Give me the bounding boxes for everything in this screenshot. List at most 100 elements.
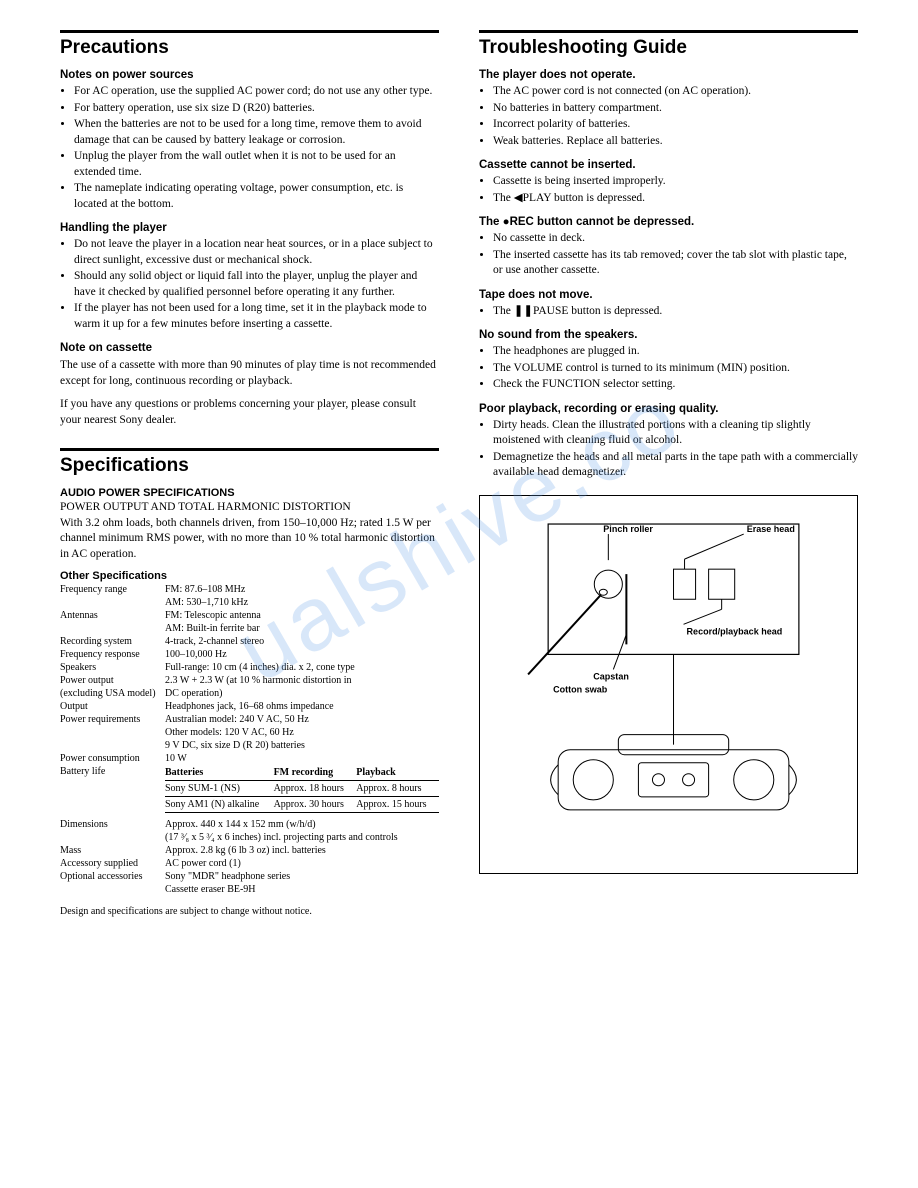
list-item: The inserted cassette has its tab remove…	[493, 248, 858, 279]
spec-row: DimensionsApprox. 440 x 144 x 152 mm (w/…	[60, 818, 439, 831]
table-cell: Approx. 30 hours	[274, 797, 357, 813]
capstan-label: Capstan	[593, 671, 629, 681]
tape-head: Tape does not move.	[479, 289, 858, 301]
spec-row: Frequency response100–10,000 Hz	[60, 648, 439, 661]
table-cell: Approx. 8 hours	[356, 781, 439, 797]
cassette-head: Note on cassette	[60, 342, 439, 354]
power-sources-list: For AC operation, use the supplied AC po…	[60, 84, 439, 212]
spec-value: 100–10,000 Hz	[165, 648, 439, 661]
diagram-container: Pinch roller Capstan Erase head Record/p…	[479, 495, 858, 874]
spec-label: Frequency range	[60, 583, 165, 596]
spec-row: AntennasFM: Telescopic antenna	[60, 609, 439, 622]
spec-label: Speakers	[60, 661, 165, 674]
list-item: For AC operation, use the supplied AC po…	[74, 84, 439, 100]
list-item: The ❚❚PAUSE button is depressed.	[493, 304, 858, 320]
left-column: Precautions Notes on power sources For A…	[60, 30, 439, 927]
spec-row: MassApprox. 2.8 kg (6 lb 3 oz) incl. bat…	[60, 844, 439, 857]
spec-rows: Frequency rangeFM: 87.6–108 MHzAM: 530–1…	[60, 583, 439, 765]
table-header: Batteries	[165, 765, 274, 781]
spec-label: Power requirements	[60, 713, 165, 726]
spec-row: AM: 530–1,710 kHz	[60, 596, 439, 609]
spec-value: FM: Telescopic antenna	[165, 609, 439, 622]
spec-row: (17 ³⁄₈ x 5 ³⁄₄ x 6 inches) incl. projec…	[60, 831, 439, 844]
table-row: Sony SUM-1 (NS) Approx. 18 hours Approx.…	[165, 781, 439, 797]
rec-list: No cassette in deck. The inserted casset…	[479, 231, 858, 279]
manual-page: ualshive.co Precautions Notes on power s…	[0, 0, 918, 1188]
battery-life-label: Battery life	[60, 765, 165, 814]
table-row: Sony AM1 (N) alkaline Approx. 30 hours A…	[165, 797, 439, 813]
spec-value: Australian model: 240 V AC, 50 Hz	[165, 713, 439, 726]
list-item: Demagnetize the heads and all metal part…	[493, 450, 858, 481]
rec-head: The ●REC button cannot be depressed.	[479, 216, 858, 228]
handling-list: Do not leave the player in a location ne…	[60, 237, 439, 332]
list-item: The ◀PLAY button is depressed.	[493, 191, 858, 207]
head-diagram: Pinch roller Capstan Erase head Record/p…	[498, 514, 839, 855]
spec-row: Accessory suppliedAC power cord (1)	[60, 857, 439, 870]
spec-row: Power requirementsAustralian model: 240 …	[60, 713, 439, 726]
list-item: Do not leave the player in a location ne…	[74, 237, 439, 268]
battery-life-table-holder: Batteries FM recording Playback Sony SUM…	[165, 765, 439, 814]
two-column-layout: Precautions Notes on power sources For A…	[60, 30, 858, 927]
list-item: Incorrect polarity of batteries.	[493, 117, 858, 133]
spec-label: Output	[60, 700, 165, 713]
battery-life-row: Battery life Batteries FM recording Play…	[60, 765, 439, 814]
spec-value: AC power cord (1)	[165, 857, 439, 870]
spec-label: Recording system	[60, 635, 165, 648]
sound-list: The headphones are plugged in. The VOLUM…	[479, 344, 858, 393]
spec-value: (17 ³⁄₈ x 5 ³⁄₄ x 6 inches) incl. projec…	[165, 831, 439, 844]
spec-label: Mass	[60, 844, 165, 857]
change-notice: Design and specifications are subject to…	[60, 906, 439, 917]
table-cell: Sony SUM-1 (NS)	[165, 781, 274, 797]
spec-row: Recording system4-track, 2-channel stere…	[60, 635, 439, 648]
cassette-insert-list: Cassette is being inserted improperly. T…	[479, 174, 858, 206]
power-sources-head: Notes on power sources	[60, 69, 439, 81]
spec-value: Sony "MDR" headphone series	[165, 870, 439, 883]
spec-value: Headphones jack, 16–68 ohms impedance	[165, 700, 439, 713]
audio-power-line1: POWER OUTPUT AND TOTAL HARMONIC DISTORTI…	[60, 500, 439, 516]
sound-head: No sound from the speakers.	[479, 329, 858, 341]
spec-value: 9 V DC, six size D (R 20) batteries	[165, 739, 439, 752]
spec-label: (excluding USA model)	[60, 687, 165, 700]
spec-value: DC operation)	[165, 687, 439, 700]
spec-value: Full-range: 10 cm (4 inches) dia. x 2, c…	[165, 661, 439, 674]
list-item: The AC power cord is not connected (on A…	[493, 84, 858, 100]
tape-list: The ❚❚PAUSE button is depressed.	[479, 304, 858, 320]
erase-label: Erase head	[747, 524, 795, 534]
spec-label: Frequency response	[60, 648, 165, 661]
list-item: Weak batteries. Replace all batteries.	[493, 134, 858, 150]
list-item: The headphones are plugged in.	[493, 344, 858, 360]
list-item: No cassette in deck.	[493, 231, 858, 247]
spec-row: (excluding USA model)DC operation)	[60, 687, 439, 700]
table-row	[165, 813, 439, 814]
not-operate-head: The player does not operate.	[479, 69, 858, 81]
list-item: Check the FUNCTION selector setting.	[493, 377, 858, 393]
record-label: Record/playback head	[687, 626, 783, 636]
other-specs-head: Other Specifications	[60, 570, 439, 582]
not-operate-list: The AC power cord is not connected (on A…	[479, 84, 858, 149]
spec-value: 4-track, 2-channel stereo	[165, 635, 439, 648]
spec-label	[60, 622, 165, 635]
spec-value: 2.3 W + 2.3 W (at 10 % harmonic distorti…	[165, 674, 439, 687]
table-cell: Approx. 18 hours	[274, 781, 357, 797]
spec-label: Accessory supplied	[60, 857, 165, 870]
precautions-title: Precautions	[60, 30, 439, 59]
spec-value: Approx. 440 x 144 x 152 mm (w/h/d)	[165, 818, 439, 831]
list-item: No batteries in battery compartment.	[493, 101, 858, 117]
spec-label	[60, 883, 165, 896]
list-item: Dirty heads. Clean the illustrated porti…	[493, 418, 858, 449]
boombox-icon	[551, 734, 797, 809]
spec-value: 10 W	[165, 752, 439, 765]
spec-value: FM: 87.6–108 MHz	[165, 583, 439, 596]
spec-label	[60, 726, 165, 739]
battery-table: Batteries FM recording Playback Sony SUM…	[165, 765, 439, 814]
spec-value: AM: Built-in ferrite bar	[165, 622, 439, 635]
table-row: Batteries FM recording Playback	[165, 765, 439, 781]
spec-label: Power consumption	[60, 752, 165, 765]
list-item: The nameplate indicating operating volta…	[74, 181, 439, 212]
spec-row: Cassette eraser BE-9H	[60, 883, 439, 896]
spec-value: Cassette eraser BE-9H	[165, 883, 439, 896]
troubleshooting-title: Troubleshooting Guide	[479, 30, 858, 59]
spec-label	[60, 596, 165, 609]
spec-label	[60, 831, 165, 844]
spec-row: AM: Built-in ferrite bar	[60, 622, 439, 635]
